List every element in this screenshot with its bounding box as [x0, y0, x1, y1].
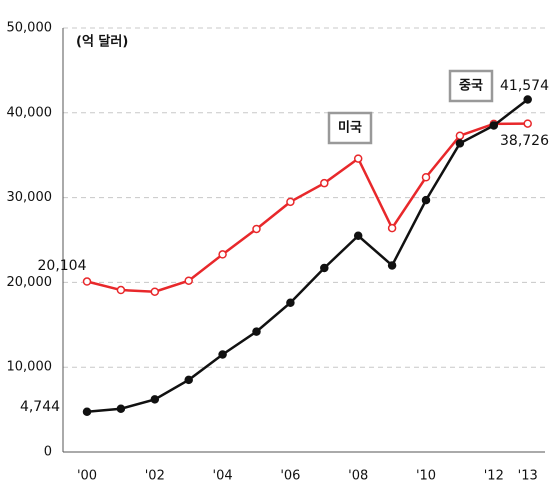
y-tick-label: 50,000	[7, 21, 53, 36]
data-point	[421, 195, 431, 205]
data-point	[82, 407, 92, 417]
y-tick-label: 10,000	[7, 360, 53, 375]
series-label-box	[327, 111, 373, 145]
data-point	[218, 350, 227, 359]
data-point	[150, 287, 160, 296]
x-tick-label: '12	[484, 469, 504, 484]
series-line	[86, 122, 528, 293]
y-tick-label: 30,000	[7, 190, 53, 205]
x-tick-label: '10	[416, 469, 436, 484]
data-point	[184, 276, 193, 285]
data-point	[218, 250, 227, 259]
data-point	[150, 395, 160, 404]
data-point	[252, 327, 261, 336]
data-point	[387, 261, 397, 270]
data-point	[523, 119, 532, 128]
x-tick-label: '04	[213, 469, 233, 484]
data-point	[252, 224, 261, 234]
x-tick-label: '08	[348, 469, 368, 484]
data-point	[286, 197, 295, 207]
data-point	[489, 121, 499, 130]
series-line	[86, 98, 529, 414]
data-point	[455, 131, 465, 140]
data-point	[116, 404, 126, 414]
x-tick-label: '02	[145, 469, 165, 484]
series-label-box	[448, 69, 494, 103]
series-label: 중국	[459, 79, 483, 94]
data-label: 4,744	[20, 399, 60, 415]
x-tick-label: '06	[280, 469, 300, 484]
data-point	[184, 375, 193, 385]
data-point	[320, 178, 329, 188]
data-point	[523, 95, 532, 104]
data-point	[320, 263, 329, 273]
data-point	[82, 277, 92, 286]
data-point	[353, 231, 363, 241]
data-point	[353, 154, 363, 163]
data-label: 41,574	[500, 78, 549, 94]
y-tick-label: 40,000	[7, 105, 53, 120]
data-point	[455, 139, 465, 148]
series-label: 미국	[338, 120, 362, 136]
x-tick-label: '00	[77, 469, 97, 484]
y-tick-label: 20,000	[7, 275, 53, 290]
y-tick-label: 0	[44, 445, 52, 460]
data-point	[286, 298, 295, 308]
data-point	[116, 285, 126, 295]
x-tick-label: '13	[518, 469, 538, 484]
unit-label: (억 달러)	[76, 34, 128, 50]
data-point	[421, 172, 431, 182]
data-point	[387, 223, 397, 233]
data-label: 38,726	[500, 133, 549, 149]
data-label: 20,104	[38, 258, 87, 274]
